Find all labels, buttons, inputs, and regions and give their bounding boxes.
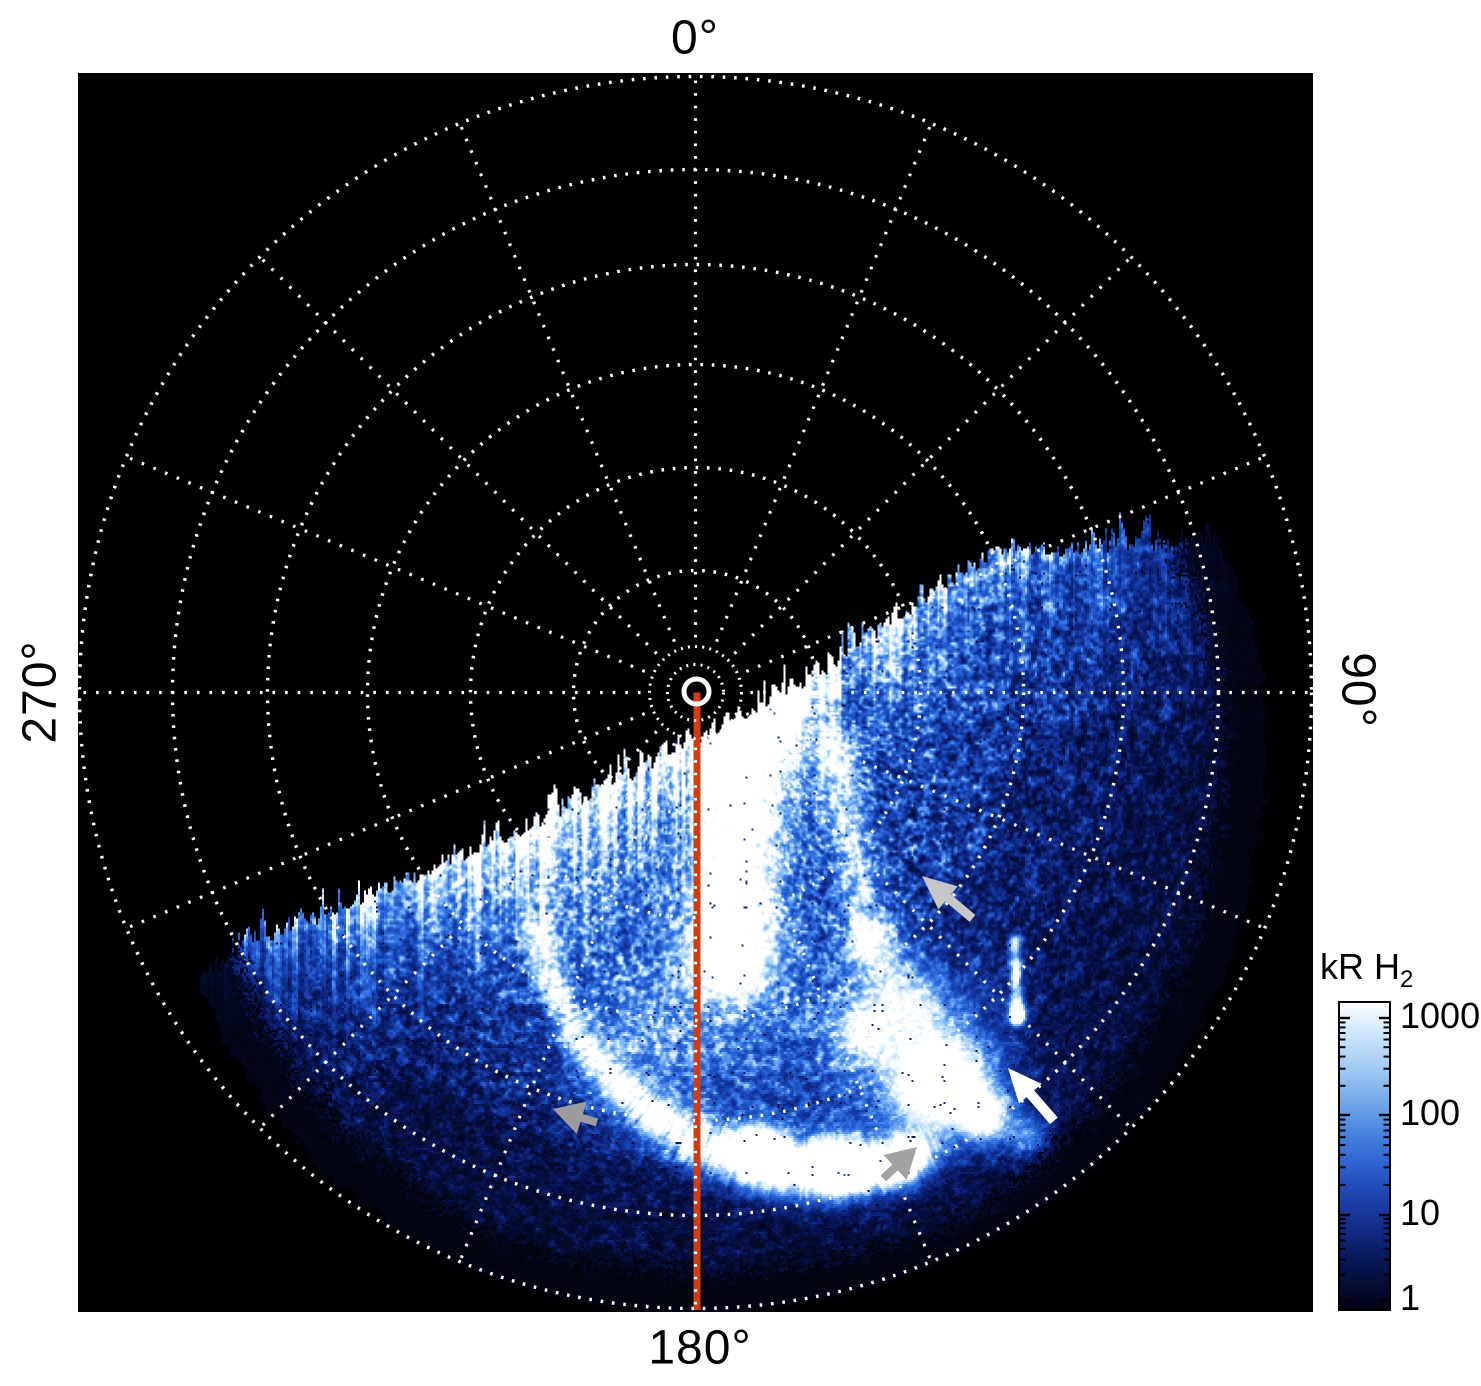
axis-label-0deg: 0° <box>671 11 719 65</box>
colorbar-title-main: kR H <box>1320 946 1400 987</box>
gray-arrowhead-left-icon <box>553 1101 599 1135</box>
grid-ring-3 <box>468 465 923 920</box>
polar-grid <box>78 74 1313 1311</box>
grid-spoke-10 <box>258 730 658 1130</box>
axis-label-180deg: 180° <box>648 1321 752 1375</box>
white-arrow-icon <box>1008 1068 1058 1125</box>
grid-ring-5 <box>265 262 1126 1123</box>
grid-ring-1 <box>648 645 743 740</box>
center-pole-marker <box>681 676 712 707</box>
axis-label-270deg: 270° <box>13 640 67 744</box>
grid-spoke-9 <box>458 742 676 1263</box>
grid-spoke-5 <box>745 712 1266 930</box>
colorbar-tick-1: 1 <box>1400 1277 1421 1318</box>
colorbar <box>1338 1001 1391 1311</box>
grid-spoke-15 <box>458 122 676 643</box>
grid-ring-2 <box>571 568 820 817</box>
grid-spoke-7 <box>715 742 933 1263</box>
colorbar-ticks <box>1340 1016 1389 1302</box>
grid-ring-7 <box>78 74 1313 1311</box>
gray-arrowhead-right-icon <box>880 1147 917 1182</box>
axis-label-90deg: 90° <box>1331 652 1385 728</box>
grid-spoke-11 <box>125 712 646 930</box>
grid-ring-0 <box>666 663 725 722</box>
colorbar-title: kR H2 <box>1320 946 1413 994</box>
grid-spoke-14 <box>258 255 658 655</box>
grid-spoke-13 <box>125 455 646 673</box>
grid-spoke-2 <box>733 255 1133 655</box>
colorbar-title-subscript: 2 <box>1400 966 1414 993</box>
colorbar-tick-1000: 1000 <box>1400 995 1481 1036</box>
grid-spoke-3 <box>745 455 1266 673</box>
gray-arrow-upper-icon <box>922 876 976 922</box>
grid-spoke-6 <box>733 730 1133 1130</box>
grid-ring-4 <box>365 362 1026 1023</box>
colorbar-tick-10: 10 <box>1400 1192 1441 1233</box>
colorbar-tick-100: 100 <box>1400 1092 1461 1133</box>
grid-spoke-1 <box>715 122 933 643</box>
polar-plot-area <box>78 73 1313 1312</box>
